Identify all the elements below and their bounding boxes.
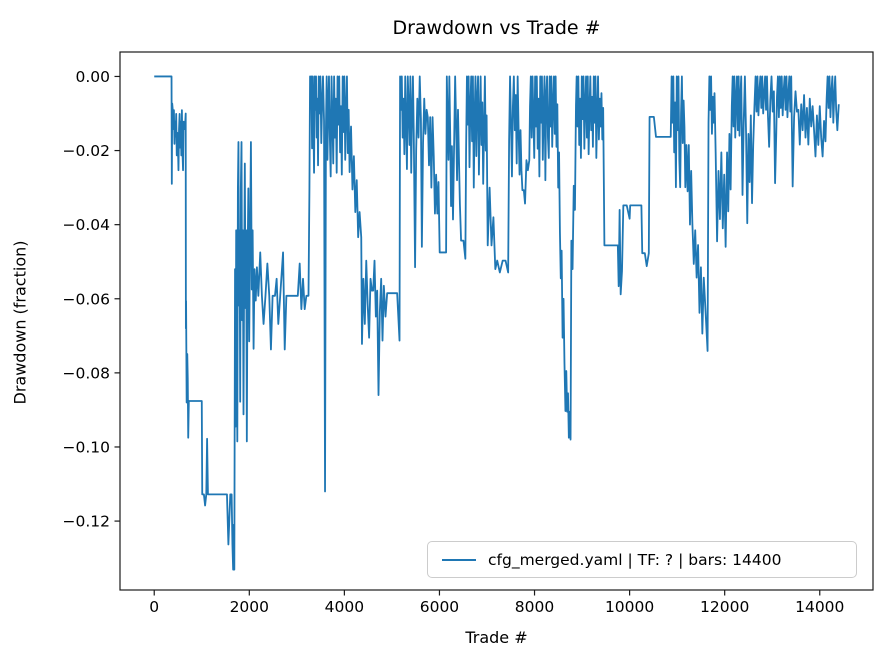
x-tick-label: 14000 — [795, 598, 844, 616]
y-tick-label: −0.06 — [63, 290, 111, 308]
legend: cfg_merged.yaml | TF: ? | bars: 14400 — [427, 541, 857, 578]
y-tick-label: −0.10 — [63, 438, 111, 456]
x-tick-label: 2000 — [230, 598, 269, 616]
y-tick-label: −0.08 — [63, 364, 111, 382]
x-tick-label: 4000 — [325, 598, 364, 616]
x-tick-label: 0 — [149, 598, 159, 616]
legend-line-sample-icon — [442, 558, 476, 561]
y-tick-label: −0.04 — [63, 216, 111, 234]
drawdown-line — [154, 75, 840, 571]
x-tick-label: 8000 — [515, 598, 554, 616]
x-tick-label: 12000 — [700, 598, 749, 616]
x-tick-label: 6000 — [420, 598, 459, 616]
y-axis-label: Drawdown (fraction) — [10, 240, 30, 405]
y-tick-label: −0.12 — [63, 513, 111, 531]
y-tick-label: 0.00 — [75, 68, 110, 86]
legend-label: cfg_merged.yaml | TF: ? | bars: 14400 — [488, 550, 782, 569]
x-axis-label: Trade # — [465, 628, 528, 647]
axes-box — [119, 51, 874, 591]
y-tick-label: −0.02 — [63, 142, 111, 160]
x-tick-label: 10000 — [605, 598, 654, 616]
chart-title: Drawdown vs Trade # — [392, 17, 601, 39]
